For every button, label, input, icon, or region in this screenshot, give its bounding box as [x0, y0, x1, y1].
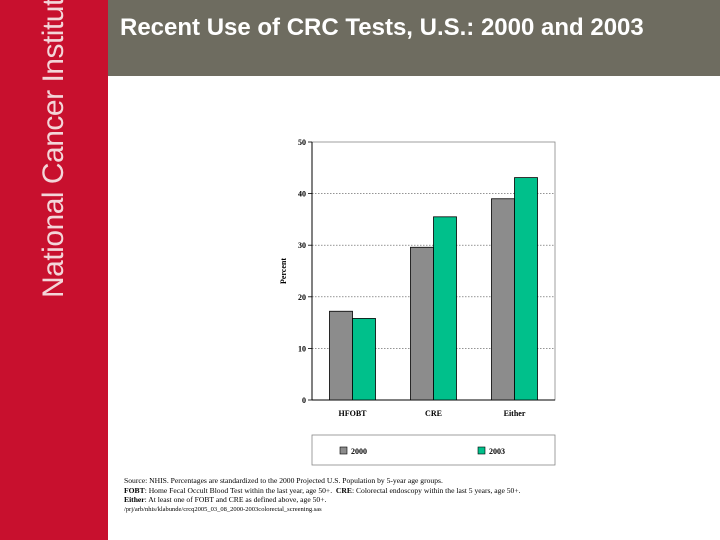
y-tick-label: 30 — [298, 241, 306, 250]
fobt-text: : Home Fecal Occult Blood Test within th… — [144, 485, 333, 495]
legend-label-2003: 2003 — [489, 447, 505, 456]
x-tick-label: CRE — [425, 409, 442, 418]
x-tick-label: Either — [504, 409, 526, 418]
y-tick-label: 10 — [298, 344, 306, 353]
x-tick-label: HFOBT — [338, 409, 367, 418]
bar-2003-cre — [433, 216, 457, 401]
y-tick-label: 20 — [298, 293, 306, 302]
legend-swatch-2003 — [477, 446, 486, 455]
either-label: Either — [124, 495, 145, 505]
org-name: National Cancer Institute — [37, 0, 70, 299]
either-note: Either: At least one of FOBT and CRE as … — [124, 495, 714, 505]
file-path: /prj/arb/nhis/klabunde/crcq2005_03_08_20… — [124, 505, 322, 513]
chart-notes: Source: NHIS. Percentages are standardiz… — [124, 476, 714, 514]
legend-label-2000: 2000 — [351, 447, 367, 456]
sidebar-banner: National Cancer Institute — [0, 0, 108, 540]
source-note: Source: NHIS. Percentages are standardiz… — [124, 476, 714, 486]
bar-chart: 0 10 20 30 40 50 Percent HFOBT CRE Either 2000 2003 — [279, 138, 556, 466]
y-tick-label: 0 — [302, 396, 306, 405]
bar-2003-hfobt — [352, 318, 376, 401]
definitions-note: FOBT: Home Fecal Occult Blood Test withi… — [124, 486, 714, 496]
source-label: Source: — [124, 476, 148, 485]
y-axis-label: Percent — [279, 258, 288, 284]
title-bar — [108, 0, 720, 76]
fobt-label: FOBT — [124, 485, 145, 495]
y-tick-label: 50 — [298, 138, 306, 147]
page-title: Recent Use of CRC Tests, U.S.: 2000 and … — [120, 14, 644, 41]
bar-2000-either — [491, 198, 515, 401]
cre-text: : Colorectal endoscopy within the last 5… — [351, 485, 521, 495]
bar-2000-hfobt — [329, 310, 353, 401]
bar-2000-cre — [410, 246, 434, 401]
legend-swatch-2000 — [339, 446, 348, 455]
legend-box — [311, 434, 556, 466]
cre-label: CRE — [335, 485, 352, 495]
either-text: : At least one of FOBT and CRE as define… — [144, 495, 327, 505]
source-text: NHIS. Percentages are standardized to th… — [149, 476, 443, 485]
y-tick-label: 40 — [298, 190, 306, 199]
bar-2003-either — [514, 177, 538, 401]
